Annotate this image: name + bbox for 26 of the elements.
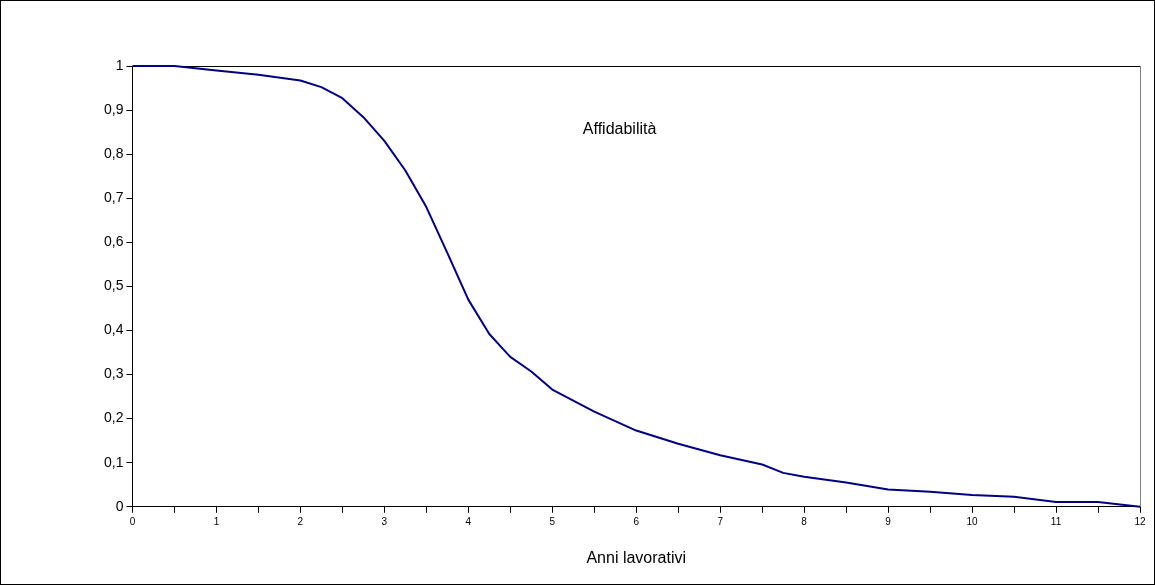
x-tick-label: 8 (801, 515, 808, 527)
x-tick-label: 3 (381, 515, 388, 527)
x-tick-label: 6 (633, 515, 640, 527)
y-tick-label: 0,6 (103, 233, 124, 250)
x-tick-label: 0 (129, 515, 136, 527)
x-tick-label: 4 (465, 515, 472, 527)
y-tick-label: 0,4 (103, 321, 124, 338)
x-tick-label: 11 (1050, 515, 1062, 527)
y-tick-label: 0,2 (103, 409, 124, 426)
x-tick-label: 10 (966, 515, 979, 527)
x-tick-label: 1 (213, 515, 220, 527)
y-tick-label: 1 (115, 56, 124, 73)
y-tick-label: 0,5 (103, 277, 124, 294)
x-tick-label: 12 (1134, 515, 1146, 527)
y-tick-label: 0 (115, 497, 124, 514)
x-tick-label: 9 (885, 515, 892, 527)
x-axis-title: Anni lavorativi (586, 548, 687, 566)
y-tick-label: 0,8 (103, 145, 124, 162)
y-tick-label: 0,1 (103, 453, 124, 470)
x-tick-label: 7 (717, 515, 724, 527)
y-tick-label: 0,3 (103, 365, 124, 382)
x-tick-label: 5 (549, 515, 556, 527)
y-tick-label: 0,7 (103, 189, 124, 206)
annotation: Affidabilità (582, 120, 657, 138)
y-tick-label: 0,9 (103, 100, 124, 117)
x-tick-label: 2 (297, 515, 304, 527)
